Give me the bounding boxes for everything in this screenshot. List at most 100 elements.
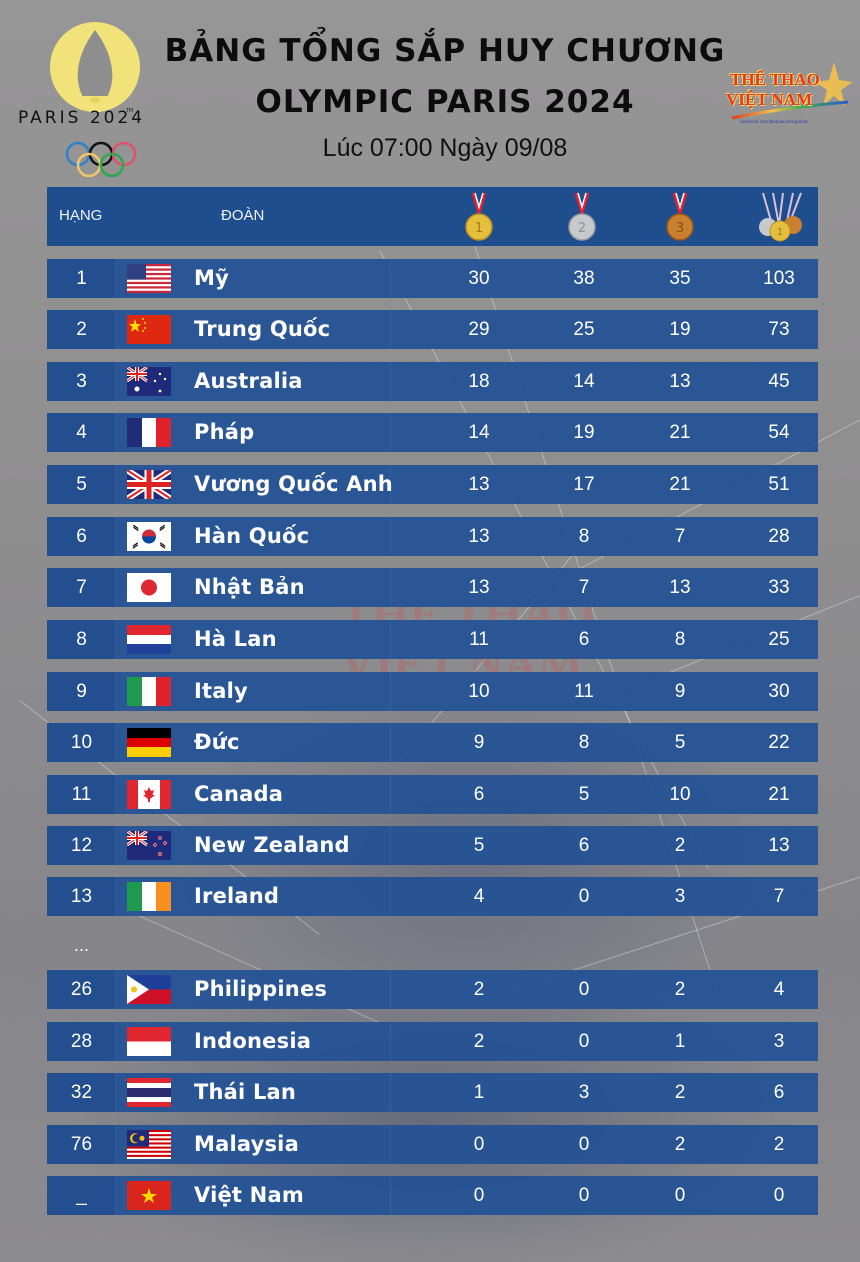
rank-value: 1 [76,268,87,289]
column-divider [390,259,391,298]
table-row: 8 Hà Lan 11 6 8 25 [47,620,818,659]
rank-value: 4 [76,422,87,443]
total-count: 33 [768,577,790,598]
silver-count: 17 [573,474,595,495]
team-name: Indonesia [194,1029,312,1053]
rank-value: 5 [76,474,87,495]
bronze-count: 2 [674,979,686,1000]
team-name: Trung Quốc [194,317,331,341]
indonesia-flag-icon [127,1027,171,1056]
rank-value: 7 [76,577,87,598]
table-row: 10 Đức 9 8 5 22 [47,723,818,762]
total-count: 13 [768,835,790,856]
gold-count: 9 [473,732,485,753]
gold-count: 6 [473,784,485,805]
rank-cell [47,1073,116,1112]
rank-value: 6 [76,526,87,547]
total-count: 4 [773,979,785,1000]
gold-count: 4 [473,886,485,907]
rank-cell [47,259,116,298]
rank-value: 28 [70,1031,93,1052]
svg-text:1: 1 [777,227,783,238]
bronze-count: 3 [674,886,686,907]
silver-medal-icon: 2 [568,192,596,241]
bronze-count: 5 [674,732,686,753]
vietnam-flag-icon [127,1181,171,1210]
silver-count: 7 [578,577,590,598]
team-name: Australia [194,369,303,393]
bronze-count: 2 [674,1082,686,1103]
silver-count: 6 [578,629,590,650]
rank-cell [47,1022,116,1061]
rank-cell [47,877,116,916]
rank-value: 13 [70,886,93,907]
rank-cell [47,826,116,865]
table-row: 5 Vương Quốc Anh 13 17 21 51 [47,465,818,504]
rank-value: 26 [70,979,93,1000]
total-count: 45 [768,371,790,392]
silver-count: 14 [573,371,595,392]
silver-count: 0 [578,1031,590,1052]
italy-flag-icon [127,677,171,706]
table-row: _ Việt Nam 0 0 0 0 [47,1176,818,1215]
table-row: 3 Australia 18 14 13 45 [47,362,818,401]
rank-value: 9 [76,681,87,702]
column-divider [390,1125,391,1164]
silver-count: 25 [573,319,595,340]
svg-text:2: 2 [578,221,586,236]
total-count: 21 [768,784,790,805]
rank-cell [47,568,116,607]
rank-value: 12 [70,835,93,856]
total-count: 2 [773,1134,785,1155]
paris-flame-emblem-icon: TM [50,22,140,178]
team-name: Hàn Quốc [194,524,310,548]
table-row: 32 Thái Lan 1 3 2 6 [47,1073,818,1112]
rank-cell [47,775,116,814]
column-divider [390,517,391,556]
total-count: 54 [768,422,790,443]
gold-count: 1 [473,1082,485,1103]
silver-count: 0 [578,1134,590,1155]
bronze-count: 21 [669,422,691,443]
rank-value: 11 [71,784,92,805]
total-count: 3 [773,1031,785,1052]
rank-gap-marker: ... [73,936,90,955]
table-header: HẠNG ĐOÀN 1 2 3 1 [47,187,818,246]
total-count: 7 [773,886,785,907]
table-row: 1 Mỹ 30 38 35 103 [47,259,818,298]
bronze-medal-icon: 3 [666,192,694,241]
gold-count: 0 [473,1134,485,1155]
column-divider [390,775,391,814]
table-row: 26 Philippines 2 0 2 4 [47,970,818,1009]
bronze-count: 19 [669,319,691,340]
bronze-count: 1 [674,1031,686,1052]
column-divider [390,970,391,1009]
silver-count: 5 [578,784,590,805]
gold-count: 11 [469,629,489,650]
bronze-count: 2 [674,1134,686,1155]
silver-count: 11 [574,681,594,702]
column-divider [390,465,391,504]
gold-medal-icon: 1 [465,192,493,241]
rank-value: 32 [70,1082,93,1103]
column-header-team: ĐOÀN [221,207,265,224]
total-count: 22 [768,732,790,753]
gold-count: 13 [468,474,490,495]
gold-count: 18 [468,371,490,392]
uk-flag-icon [127,470,171,499]
bronze-count: 35 [669,268,691,289]
gold-count: 29 [468,319,490,340]
new-zealand-flag-icon [127,831,171,860]
total-count: 73 [768,319,790,340]
silver-count: 6 [578,835,590,856]
table-row: 12 New Zealand 5 6 2 13 [47,826,818,865]
silver-count: 38 [573,268,595,289]
gold-count: 13 [468,577,490,598]
total-count: 0 [773,1185,785,1206]
silver-count: 3 [578,1082,590,1103]
rank-cell [47,723,116,762]
malaysia-flag-icon [127,1130,171,1159]
team-name: Vương Quốc Anh [194,472,393,496]
team-name: Thái Lan [194,1080,297,1104]
brand-star-icon [731,62,853,120]
